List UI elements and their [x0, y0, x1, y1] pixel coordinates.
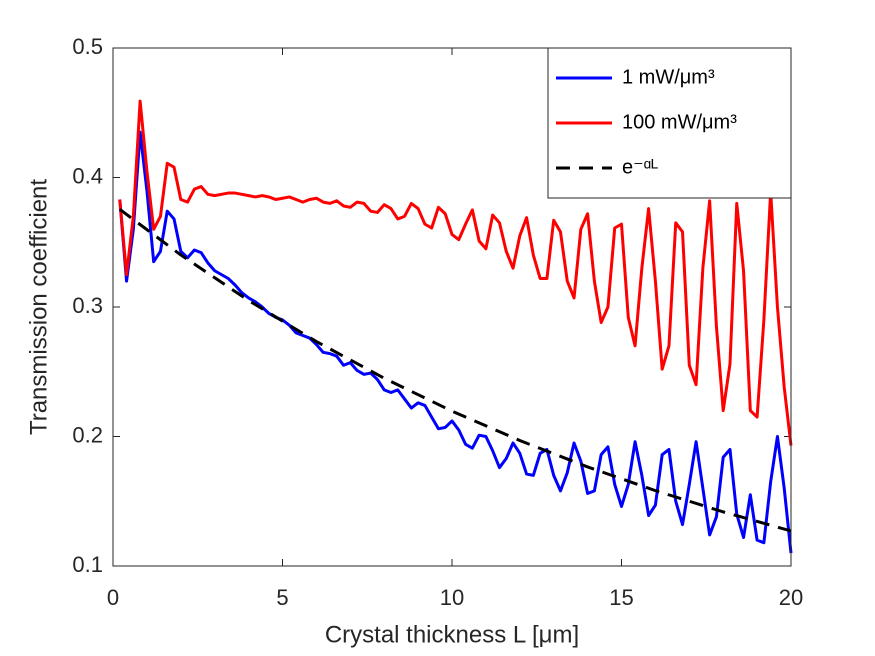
y-tick-label: 0.1 [72, 552, 103, 577]
y-tick-label: 0.2 [72, 422, 103, 447]
x-tick-label: 10 [440, 585, 464, 610]
legend-label: e⁻ᵅᴸ [622, 156, 658, 178]
y-axis-label: Transmission coefficient [25, 179, 52, 435]
y-tick-label: 0.5 [72, 34, 103, 59]
legend-label: 1 mW/μm³ [622, 66, 715, 88]
x-tick-label: 20 [779, 585, 803, 610]
y-tick-label: 0.3 [72, 293, 103, 318]
x-tick-label: 0 [107, 585, 119, 610]
x-axis-label: Crystal thickness L [μm] [325, 621, 579, 648]
y-tick-label: 0.4 [72, 163, 103, 188]
data-line [118, 208, 792, 533]
legend-label: 100 mW/μm³ [622, 111, 737, 133]
x-tick-label: 5 [276, 585, 288, 610]
x-tick-label: 15 [609, 585, 633, 610]
data-line [118, 99, 793, 446]
plot-frame [112, 47, 792, 567]
legend: 1 mW/μm³ 100 mW/μm³ e⁻ᵅᴸ [547, 47, 792, 199]
data-line [118, 130, 793, 554]
